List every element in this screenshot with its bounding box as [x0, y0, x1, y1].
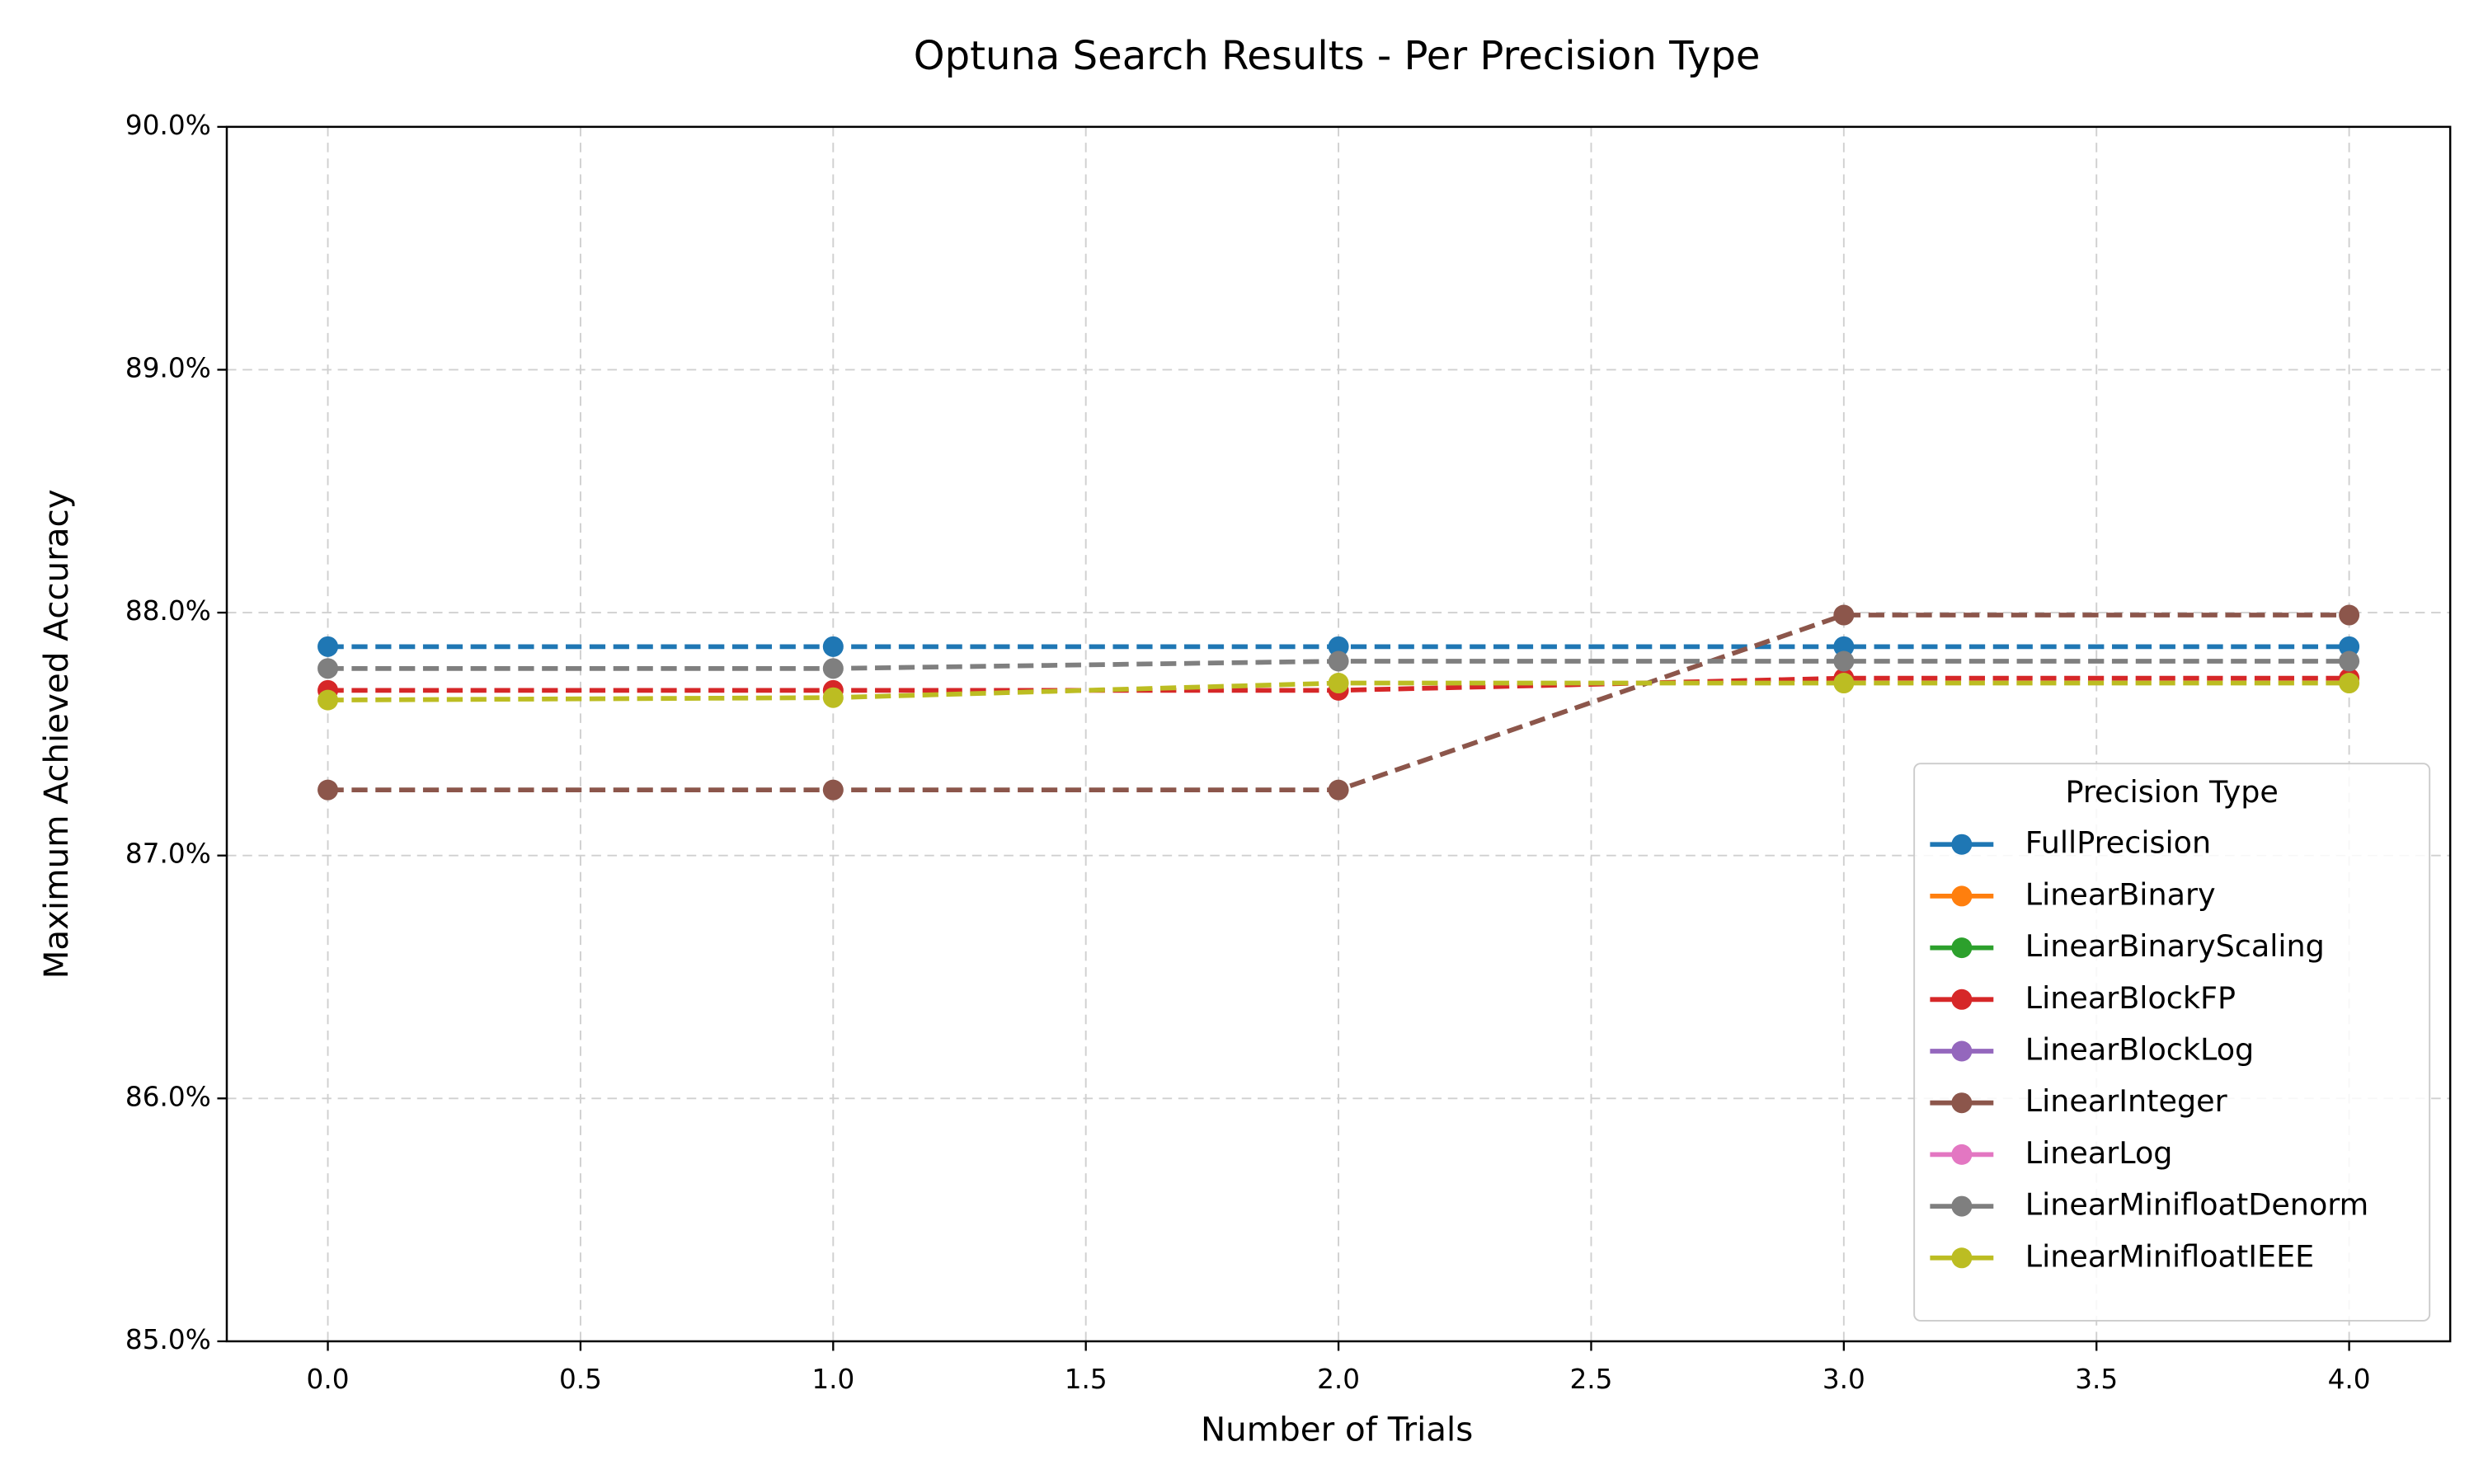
legend-label: FullPrecision [2025, 825, 2211, 861]
legend-marker [1951, 937, 1973, 959]
legend-marker [1951, 1247, 1973, 1269]
legend-marker [1951, 1092, 1973, 1114]
data-point [1833, 636, 1855, 657]
chart-title: Optuna Search Results - Per Precision Ty… [914, 33, 1761, 79]
x-tick-label: 3.0 [1823, 1364, 1865, 1395]
data-point [822, 636, 844, 657]
data-point [2339, 604, 2360, 626]
data-point [1833, 604, 1855, 626]
legend-label: LinearBinary [2025, 876, 2216, 912]
legend-box [1913, 763, 2431, 1322]
x-tick-label: 1.5 [1065, 1364, 1108, 1395]
data-point [2339, 650, 2360, 672]
legend-label: LinearMinifloatDenorm [2025, 1187, 2368, 1223]
y-tick-label: 90.0% [125, 110, 211, 141]
y-tick-label: 89.0% [125, 352, 211, 383]
data-point [1833, 650, 1855, 672]
data-point [2339, 636, 2360, 657]
legend-marker [1951, 1144, 1973, 1165]
data-point [2339, 673, 2360, 694]
legend-marker [1951, 1040, 1973, 1062]
data-point [1328, 650, 1349, 672]
data-point [317, 658, 339, 679]
data-point [317, 636, 339, 657]
x-tick-label: 2.5 [1569, 1364, 1612, 1395]
x-tick-label: 2.0 [1317, 1364, 1360, 1395]
y-tick-label: 86.0% [125, 1081, 211, 1112]
x-axis-label: Number of Trials [1201, 1411, 1473, 1449]
legend-marker [1951, 989, 1973, 1010]
data-point [1328, 779, 1349, 801]
legend-label: LinearInteger [2025, 1083, 2228, 1119]
data-point [317, 689, 339, 711]
legend-label: LinearMinifloatIEEE [2025, 1238, 2314, 1274]
x-tick-label: 4.0 [2328, 1364, 2371, 1395]
legend-label: LinearLog [2025, 1135, 2173, 1171]
y-axis-label: Maximum Achieved Accuracy [37, 489, 76, 979]
x-tick-label: 0.5 [559, 1364, 602, 1395]
y-tick-label: 85.0% [125, 1324, 211, 1355]
legend-marker [1951, 1195, 1973, 1217]
y-tick-label: 87.0% [125, 838, 211, 870]
legend: Precision Type FullPrecision LinearBinary L… [1913, 763, 2431, 1322]
legend-label: LinearBinaryScaling [2025, 928, 2325, 964]
legend-label: LinearBlockFP [2025, 980, 2236, 1016]
plot-frame [225, 125, 2452, 1343]
legend-title: Precision Type [2065, 774, 2278, 810]
y-tick-label: 88.0% [125, 595, 211, 627]
data-point [1833, 673, 1855, 694]
legend-label: LinearBlockLog [2025, 1032, 2254, 1068]
x-tick-label: 3.5 [2075, 1364, 2118, 1395]
legend-marker [1951, 885, 1973, 907]
x-tick-label: 0.0 [307, 1364, 350, 1395]
data-point [822, 658, 844, 679]
x-tick-label: 1.0 [811, 1364, 854, 1395]
data-point [1328, 636, 1349, 657]
data-point [822, 779, 844, 801]
legend-marker [1951, 834, 1973, 855]
data-point [822, 687, 844, 708]
data-point [317, 779, 339, 801]
data-point [1328, 673, 1349, 694]
